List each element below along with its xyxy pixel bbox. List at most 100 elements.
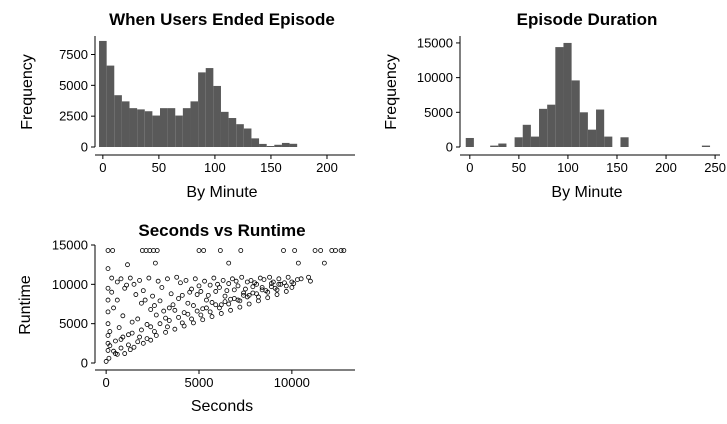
y-tick-label: 5000 <box>424 105 453 120</box>
scatter-point <box>244 294 250 300</box>
scatter-point <box>238 248 244 253</box>
scatter-point <box>295 260 301 266</box>
scatter-point <box>196 283 202 289</box>
scatter-point <box>276 276 282 282</box>
histogram-bar <box>587 129 597 147</box>
histogram-bar <box>190 101 199 147</box>
scatter-point <box>153 333 159 338</box>
x-tick-label: 200 <box>316 160 338 175</box>
scatter-point <box>152 303 157 308</box>
y-tick-label: 2500 <box>59 109 88 124</box>
scatter-point <box>133 292 139 297</box>
scatter-point <box>150 293 155 299</box>
scatter-point <box>254 281 259 287</box>
histogram-bar <box>465 137 474 147</box>
scatter-point <box>139 327 144 333</box>
scatter-point <box>207 309 213 315</box>
scatter-point <box>281 248 286 253</box>
x-tick-label: 150 <box>606 160 628 175</box>
x-tick-label: 10000 <box>274 375 310 390</box>
scatter-point <box>126 332 131 338</box>
scatter-point <box>105 285 111 291</box>
histogram-bar <box>498 143 507 147</box>
histogram-bar <box>596 109 605 147</box>
scatter-point <box>124 282 129 288</box>
x-tick-label: 5000 <box>185 375 214 390</box>
histogram-bar <box>144 111 153 147</box>
histogram-bar <box>198 72 206 147</box>
scatter-point <box>105 348 111 353</box>
y-ticks: 0 5000 10000 15000 <box>52 238 95 371</box>
y-tick-label: 10000 <box>52 277 88 292</box>
points-group <box>103 248 347 364</box>
scatter-point <box>189 286 194 292</box>
scatter-point <box>224 288 230 294</box>
scatter-point <box>228 296 233 302</box>
y-axis-title: Frequency <box>19 54 36 130</box>
histogram-bar <box>490 145 499 147</box>
histogram-bar <box>547 104 556 147</box>
scatter-point <box>196 248 202 253</box>
histogram-bar <box>555 47 564 147</box>
scatter-point <box>140 340 146 346</box>
x-tick-label: 50 <box>512 160 526 175</box>
scatter-point <box>282 280 287 286</box>
x-tick-label: 0 <box>466 160 473 175</box>
scatter-point <box>174 274 180 280</box>
histogram-bar <box>251 138 260 147</box>
x-tick-label: 0 <box>103 375 110 390</box>
x-ticks: 0 5000 10000 <box>103 370 310 390</box>
x-tick-label: 100 <box>557 160 579 175</box>
scatter-point <box>139 300 144 306</box>
scatter-point <box>291 281 297 286</box>
histogram-bar <box>160 108 168 147</box>
scatter-point <box>155 278 161 284</box>
x-tick-label: 100 <box>204 160 226 175</box>
scatter-point <box>333 248 338 253</box>
histogram-bar <box>220 111 229 147</box>
scatter-point <box>272 285 278 291</box>
y-ticks: 0 5000 10000 15000 <box>417 35 460 155</box>
scatter-point <box>103 359 109 364</box>
scatter-point <box>146 275 152 281</box>
scatter-point <box>105 266 111 272</box>
histogram-bar <box>213 85 221 147</box>
scatter-point <box>135 339 141 345</box>
scatter-point <box>235 283 241 289</box>
scatter-point <box>129 319 135 325</box>
scatter-point <box>172 307 178 313</box>
scatter-point <box>341 248 347 253</box>
y-tick-label: 7500 <box>59 47 88 62</box>
histogram-episode-duration-panel: Episode Duration 0 50 100 150 200 250 0 5000 10… <box>383 10 726 201</box>
scatter-point <box>194 308 200 314</box>
histogram-bar <box>539 108 548 147</box>
scatter-point <box>105 340 111 346</box>
scatter-point <box>200 317 206 323</box>
histogram-bar <box>274 144 282 147</box>
y-tick-label: 5000 <box>59 78 88 93</box>
histogram-bar <box>167 108 176 147</box>
scatter-point <box>265 295 271 301</box>
scatter-point <box>198 312 204 318</box>
scatter-point <box>211 275 217 281</box>
scatter-point <box>217 248 223 253</box>
scatter-point <box>276 281 282 287</box>
chart-title: Seconds vs Runtime <box>138 221 305 240</box>
scatter-point <box>109 275 115 281</box>
scatter-point <box>204 297 209 303</box>
scatter-point <box>148 324 154 330</box>
scatter-point <box>207 282 213 288</box>
scatter-point <box>105 297 111 303</box>
histogram-bar <box>106 65 115 147</box>
scatter-point <box>318 248 324 253</box>
scatter-point <box>230 276 235 282</box>
histogram-bar <box>259 143 267 147</box>
scatter-point <box>209 300 215 305</box>
scatter-point <box>256 298 261 304</box>
scatter-point <box>201 248 207 253</box>
bars-group <box>465 42 711 147</box>
x-axis-title: By Minute <box>186 184 257 201</box>
scatter-point <box>321 260 327 266</box>
scatter-point <box>157 321 163 327</box>
